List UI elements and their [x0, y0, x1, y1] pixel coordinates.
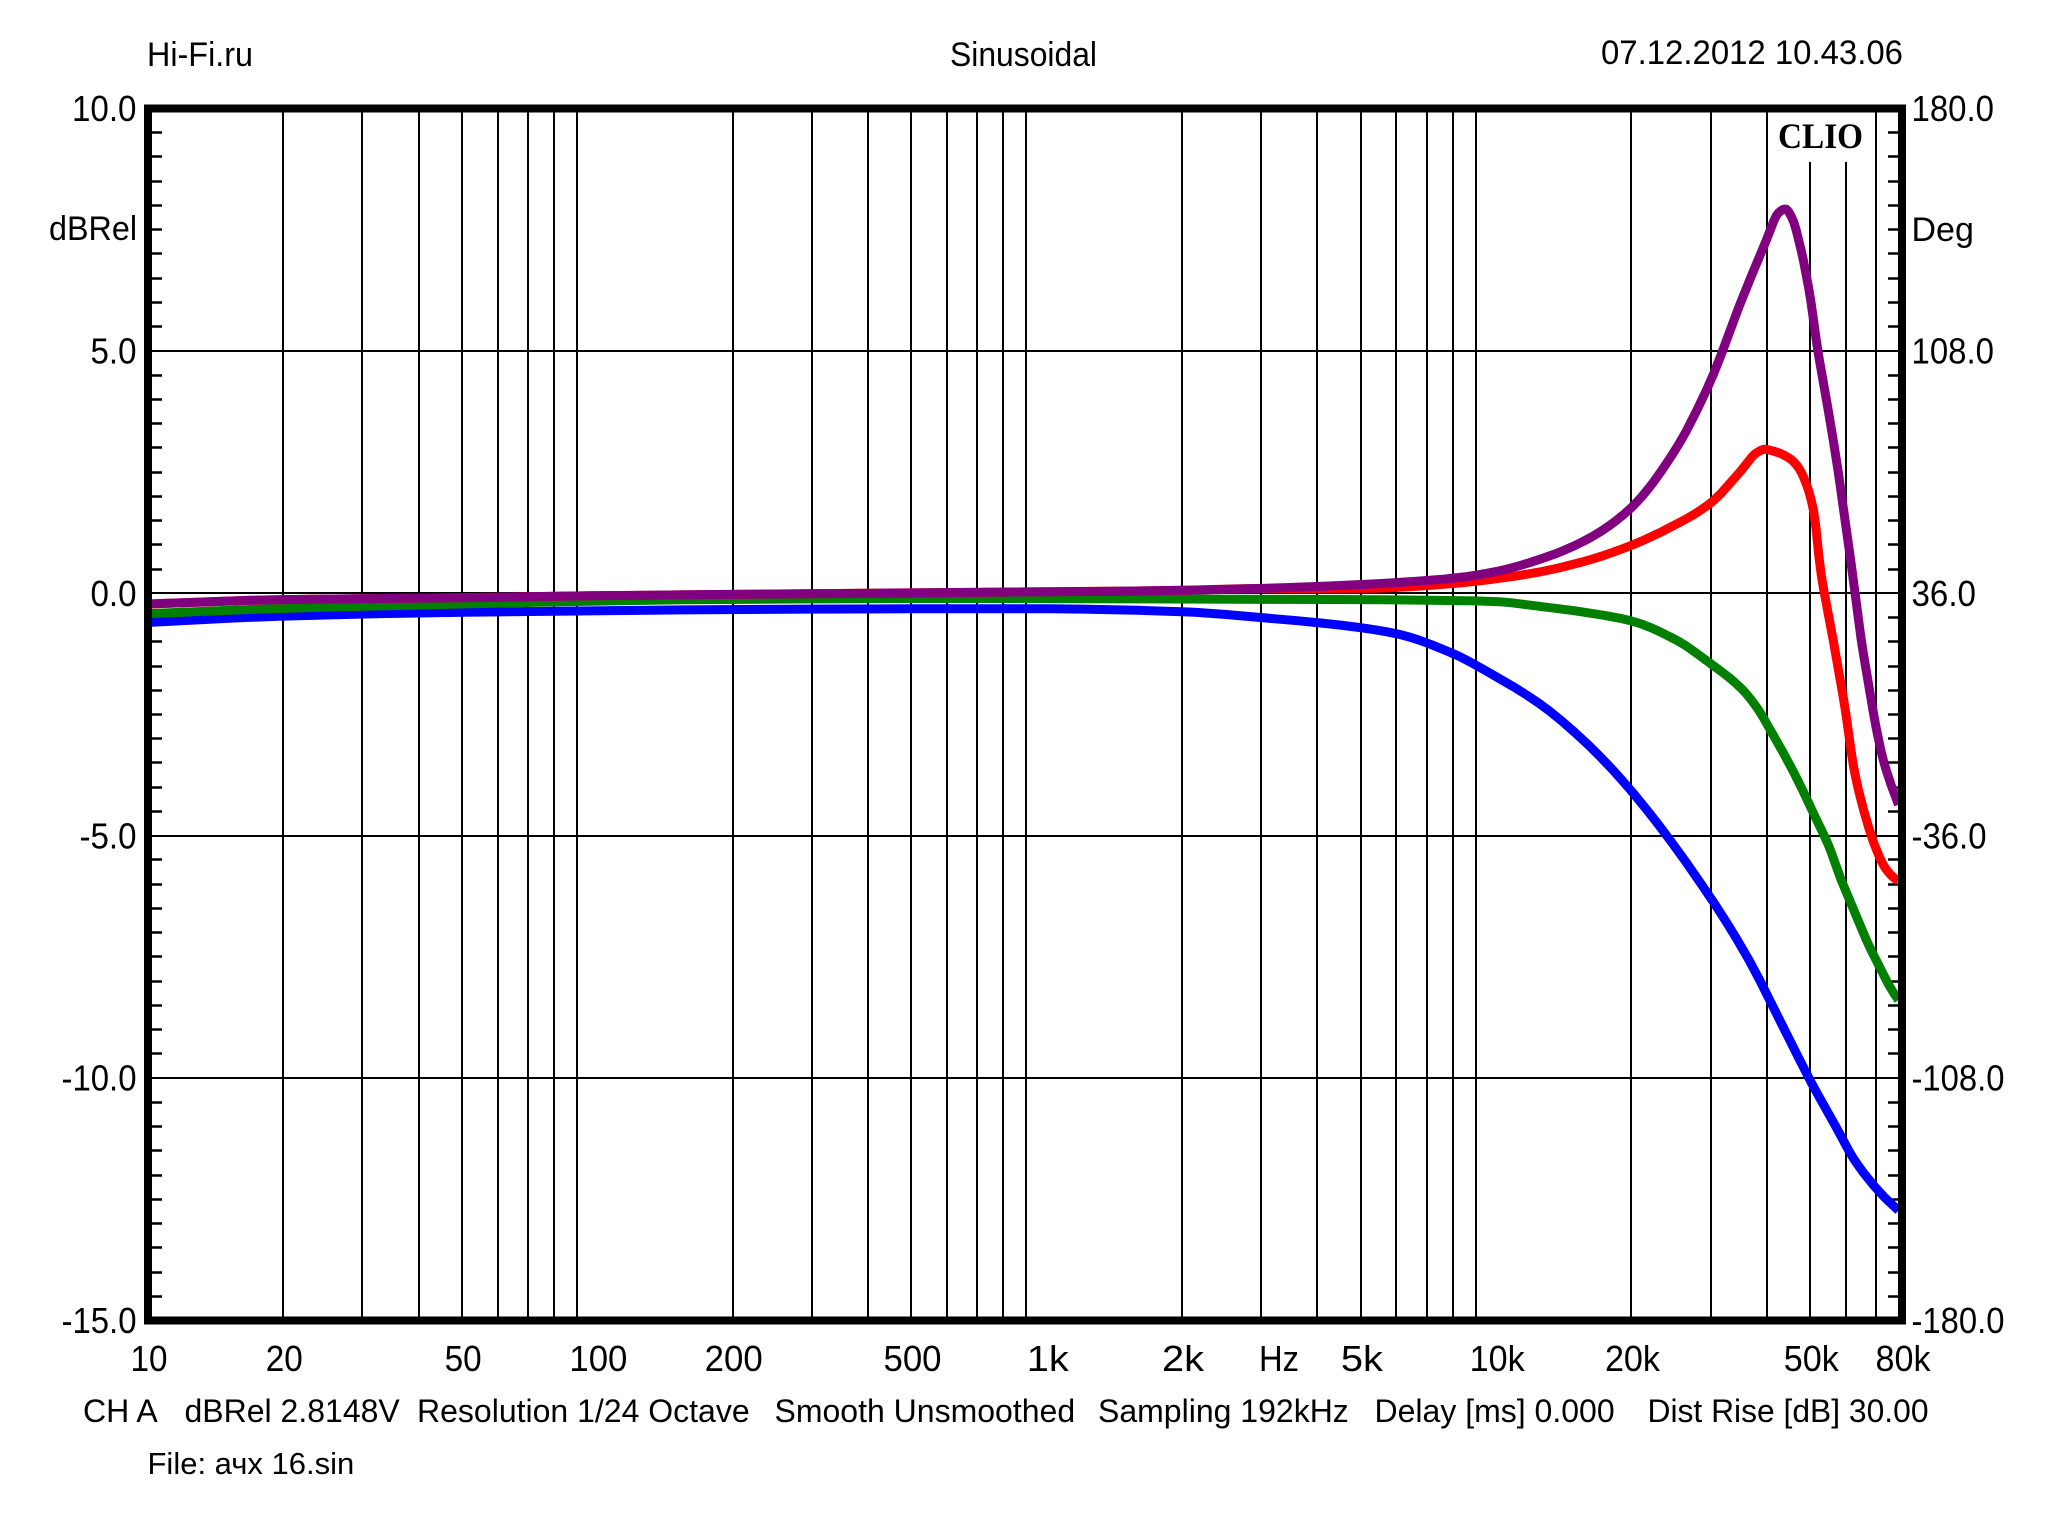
svg-text:Deg: Deg: [1912, 211, 1974, 249]
svg-text:dBRel 2.8148V: dBRel 2.8148V: [185, 1393, 401, 1429]
svg-text:500: 500: [883, 1338, 941, 1379]
svg-text:CLIO: CLIO: [1778, 116, 1863, 156]
svg-text:1k: 1k: [1027, 1338, 1070, 1379]
svg-text:CH A: CH A: [83, 1393, 158, 1429]
svg-text:100: 100: [569, 1338, 627, 1379]
svg-text:80k: 80k: [1876, 1338, 1932, 1379]
svg-text:-180.0: -180.0: [1912, 1300, 2005, 1341]
svg-text:Dist Rise [dB] 30.00: Dist Rise [dB] 30.00: [1648, 1393, 1929, 1429]
svg-text:5.0: 5.0: [91, 331, 137, 372]
svg-text:Hz: Hz: [1259, 1338, 1299, 1379]
svg-text:dBRel: dBRel: [49, 210, 137, 248]
svg-text:Sampling 192kHz: Sampling 192kHz: [1098, 1393, 1349, 1429]
svg-text:20: 20: [266, 1338, 303, 1379]
svg-text:5k: 5k: [1341, 1338, 1384, 1379]
svg-text:10.0: 10.0: [72, 88, 137, 129]
svg-text:-5.0: -5.0: [80, 815, 137, 856]
svg-text:-10.0: -10.0: [62, 1058, 137, 1099]
svg-text:108.0: 108.0: [1912, 331, 1995, 372]
svg-text:Resolution 1/24 Octave: Resolution 1/24 Octave: [417, 1393, 750, 1429]
svg-text:0.0: 0.0: [91, 573, 137, 614]
svg-text:-108.0: -108.0: [1912, 1058, 2005, 1099]
svg-text:-15.0: -15.0: [62, 1300, 137, 1341]
svg-text:10k: 10k: [1470, 1338, 1526, 1379]
svg-text:10: 10: [131, 1338, 168, 1379]
svg-text:50k: 50k: [1784, 1338, 1840, 1379]
svg-text:180.0: 180.0: [1912, 88, 1995, 129]
svg-text:2k: 2k: [1162, 1338, 1205, 1379]
svg-text:Smooth Unsmoothed: Smooth Unsmoothed: [775, 1393, 1076, 1429]
svg-text:Sinusoidal: Sinusoidal: [950, 36, 1097, 74]
svg-text:36.0: 36.0: [1912, 573, 1977, 614]
svg-text:07.12.2012 10.43.06: 07.12.2012 10.43.06: [1601, 34, 1903, 72]
svg-text:-36.0: -36.0: [1912, 815, 1987, 856]
svg-text:50: 50: [445, 1338, 482, 1379]
svg-text:File: ачх 16.sin: File: ачх 16.sin: [148, 1446, 355, 1481]
svg-text:20k: 20k: [1605, 1338, 1661, 1379]
svg-text:Delay [ms] 0.000: Delay [ms] 0.000: [1375, 1393, 1615, 1429]
svg-text:Hi-Fi.ru: Hi-Fi.ru: [147, 36, 253, 74]
svg-text:200: 200: [705, 1338, 763, 1379]
